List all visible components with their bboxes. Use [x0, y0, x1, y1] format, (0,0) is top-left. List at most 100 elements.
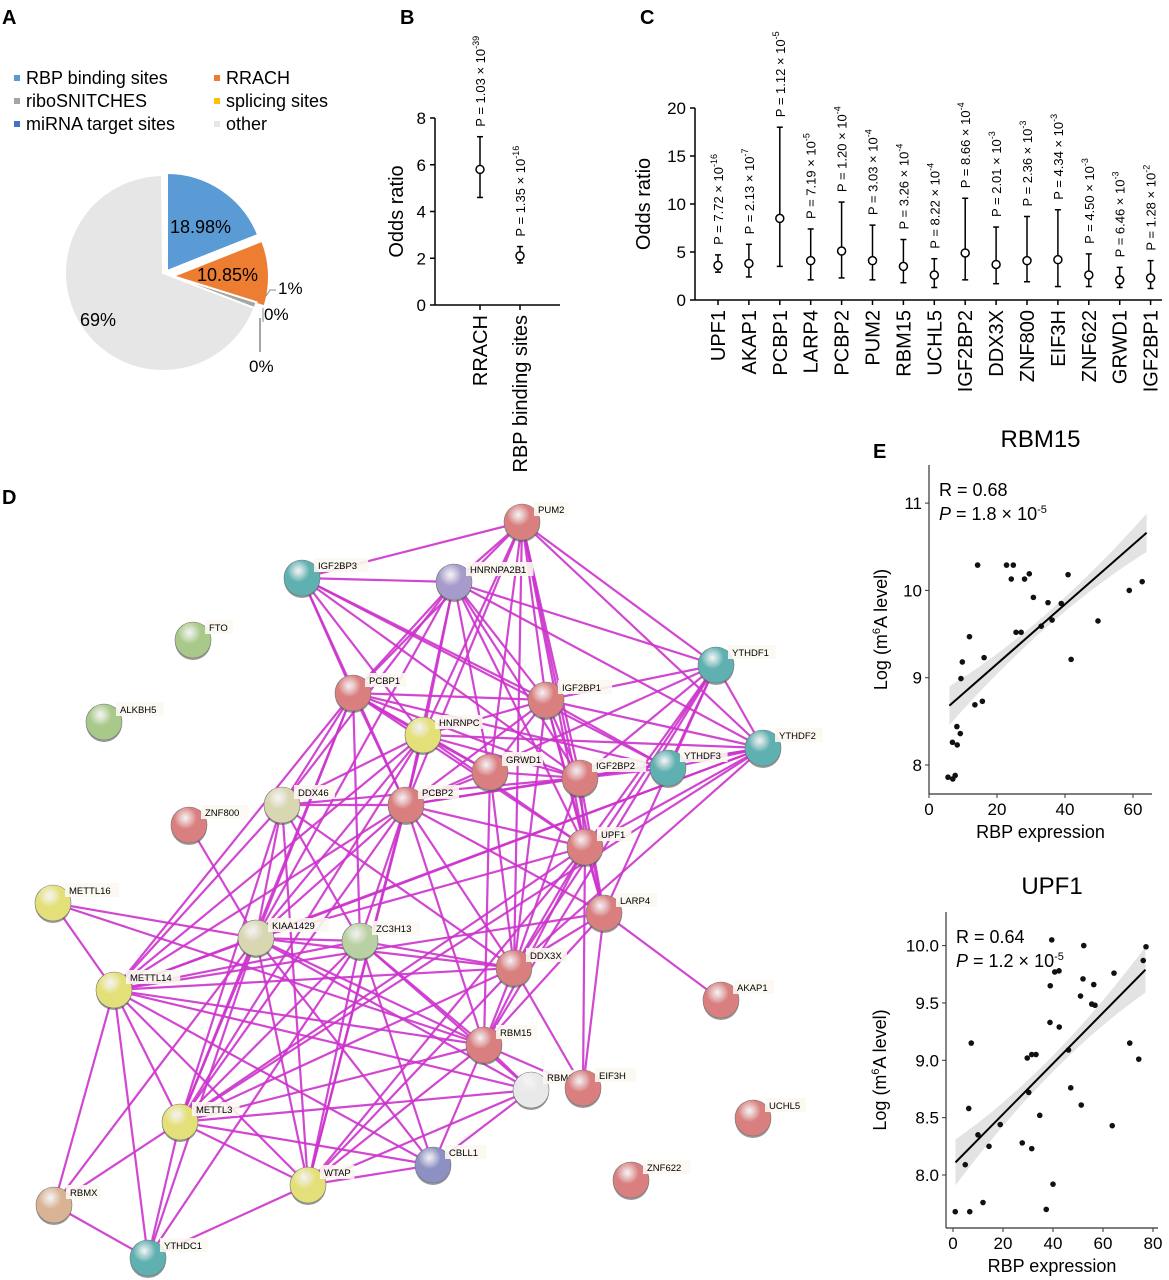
node-label: YTHDC1	[164, 1241, 202, 1252]
panel-label-a: A	[2, 7, 16, 29]
protein-node[interactable]: CBLL1	[414, 1145, 486, 1185]
node-sphere	[95, 971, 133, 1009]
p-value-label: P = 1.35 × 10-16	[511, 146, 528, 237]
scatter-upf1-panel: 0 20 40 60 80 8.0 8.5 9.0 9.5 10.0 UPF1 RBP express…	[870, 873, 1162, 1276]
p-value-exponent: -3	[1049, 114, 1059, 122]
y-tick-label: 10	[903, 581, 922, 600]
protein-node[interactable]: YTHDC1	[129, 1238, 208, 1278]
node-sphere	[734, 1099, 772, 1137]
p-value-exponent: -3	[1018, 121, 1028, 129]
p-value-exponent: -4	[925, 163, 935, 171]
pie-slice	[166, 171, 260, 273]
p-value-mantissa: P = 1.35 × 10	[513, 159, 528, 237]
p-value-exponent: -16	[511, 146, 521, 159]
interaction-edge	[113, 734, 424, 991]
protein-node[interactable]: GRWD1	[471, 752, 543, 792]
interaction-edge	[352, 692, 407, 806]
protein-node[interactable]: YTHDF2	[744, 728, 823, 768]
p-symbol: P	[956, 951, 968, 971]
protein-node[interactable]: HNRNPA2B1	[435, 562, 534, 602]
interaction-edge	[359, 940, 532, 1091]
p-value-mantissa: P = 1.20 × 10	[835, 114, 850, 192]
panel-label-e: E	[873, 441, 886, 463]
node-label-bg	[294, 785, 335, 799]
panel-label-b: B	[400, 7, 414, 29]
protein-node[interactable]: LARP4	[585, 893, 657, 933]
node-label-bg	[728, 645, 776, 659]
p-value-mantissa: P = 2.13 × 10	[742, 156, 757, 234]
node-sphere	[85, 703, 123, 741]
protein-node[interactable]: METTL16	[34, 883, 120, 923]
protein-node[interactable]: HNRNPC	[404, 715, 483, 755]
protein-node[interactable]: YTHDF3	[649, 748, 728, 788]
x-tick-label: IGF2BP1	[1141, 310, 1163, 392]
protein-node[interactable]: KIAA1429	[237, 918, 329, 958]
protein-node[interactable]: DDX3X	[495, 948, 567, 988]
data-point	[1030, 594, 1037, 601]
node-label-bg	[268, 918, 329, 932]
y-label-sup: 6	[871, 628, 883, 634]
protein-node[interactable]: DDX46	[263, 785, 335, 825]
protein-node[interactable]: IGF2BP1	[527, 680, 613, 720]
protein-node[interactable]: YTHDF1	[697, 645, 776, 685]
protein-node[interactable]: ZC3H13	[341, 921, 420, 961]
data-point	[981, 654, 987, 661]
protein-node[interactable]: PCBP2	[387, 785, 459, 825]
node-label: YTHDF1	[732, 648, 769, 659]
odds-ratio-point	[713, 260, 723, 271]
node-label-bg	[558, 680, 613, 694]
protein-node[interactable]: ALKBH5	[85, 702, 164, 742]
node-sphere	[283, 559, 321, 597]
node-label: LARP4	[620, 896, 650, 907]
protein-node[interactable]: RBMX	[35, 1185, 101, 1225]
interaction-edge	[405, 803, 586, 849]
protein-node[interactable]: METTL14	[95, 970, 181, 1010]
protein-node[interactable]: RBM15	[465, 1025, 537, 1065]
odds-ratio-panel-b: 0 2 4 6 8 Odds ratio RRACH P = 1.03 × 10-39 RBP …	[386, 36, 560, 473]
interaction-edge	[301, 576, 455, 584]
protein-node[interactable]: IGF2BP3	[283, 558, 369, 598]
protein-node[interactable]: RBM15B	[512, 1070, 591, 1110]
node-label-bg	[116, 702, 164, 716]
protein-node[interactable]: AKAP1	[702, 980, 774, 1020]
protein-node[interactable]: WTAP	[289, 1165, 355, 1205]
interaction-edge	[453, 581, 547, 701]
protein-node[interactable]: UCHL5	[734, 1098, 806, 1138]
y-tick-label: 2	[417, 249, 426, 268]
x-tick-label: 60	[1124, 800, 1143, 819]
protein-node[interactable]: UPF1	[566, 827, 632, 867]
protein-node[interactable]: PUM2	[503, 502, 569, 542]
protein-node[interactable]: FTO	[174, 620, 233, 660]
x-tick-label: PUM2	[863, 310, 885, 366]
protein-node[interactable]: ZNF622	[612, 1160, 691, 1200]
p-value-mantissa: P = 3.26 × 10	[896, 152, 911, 230]
y-tick-label: 15	[667, 147, 686, 166]
protein-node[interactable]: ZNF800	[170, 805, 249, 845]
p-value-mantissa: P = 7.72 × 10	[711, 167, 726, 245]
y-tick-label: 10	[667, 195, 686, 214]
p-exponent: -5	[1054, 951, 1064, 963]
protein-node[interactable]: METTL3	[161, 1102, 240, 1142]
p-value-mantissa: P = 1.28 × 10	[1144, 173, 1159, 251]
node-sphere	[414, 1146, 452, 1184]
p-value-exponent: -16	[709, 154, 719, 167]
interaction-edge	[422, 734, 586, 848]
protein-node[interactable]: PCBP1	[334, 673, 406, 713]
protein-node[interactable]: EIF3H	[564, 1068, 636, 1108]
data-point	[1095, 618, 1101, 624]
p-value-mantissa: P = 4.34 × 10	[1051, 122, 1066, 200]
interaction-edge	[352, 691, 547, 702]
data-point	[958, 675, 964, 682]
interaction-edge	[178, 937, 258, 1123]
interaction-edge	[301, 577, 424, 736]
node-label: KIAA1429	[272, 921, 315, 932]
interaction-edge	[146, 937, 258, 1259]
x-tick-label: ZNF800	[1017, 310, 1039, 382]
node-sphere	[404, 716, 442, 754]
legend-swatch	[14, 121, 20, 127]
correlation-p: P = 1.2 × 10-5	[956, 951, 1064, 971]
x-tick-label: GRWD1	[1110, 310, 1132, 384]
protein-node[interactable]: IGF2BP2	[561, 758, 647, 798]
data-point	[952, 1208, 959, 1215]
y-axis-label: Log (m6A level)	[871, 569, 891, 690]
